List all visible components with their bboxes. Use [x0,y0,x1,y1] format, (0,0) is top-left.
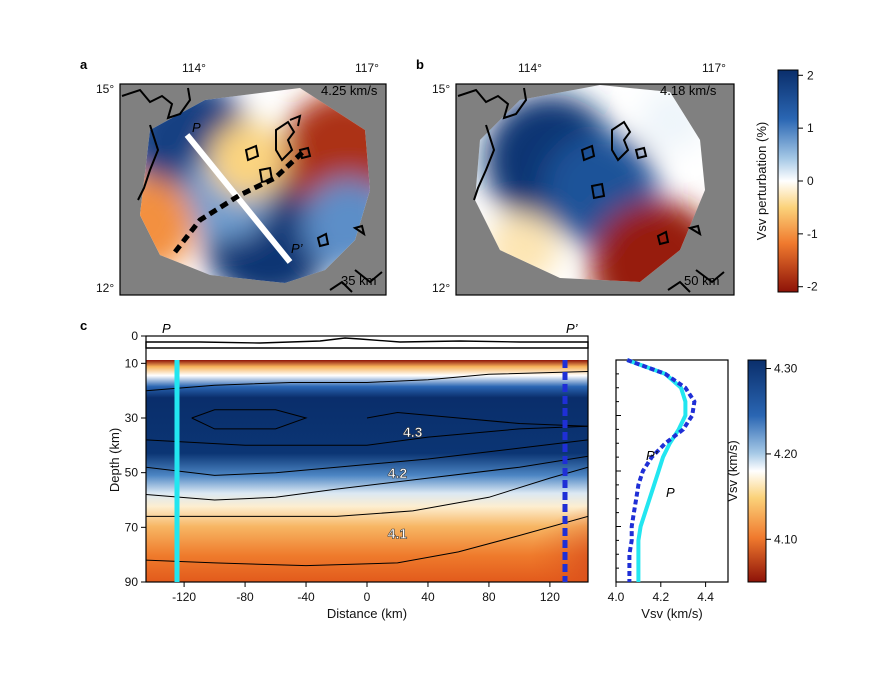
section-ytick-label: 90 [125,575,139,589]
topography-profile [145,337,589,349]
map-b-lon-tick-114: 114° [518,61,542,75]
map-a-lat-tick-15: 15° [96,82,114,96]
colorbar-perturbation-label: Vsv perturbation (%) [754,122,769,241]
map-b-lat-tick-15: 15° [432,82,450,96]
panel-c: c P P’ 4.3 4.2 4.1 -120 -80 -40 0 40 80 120 0 10 30… [80,318,589,621]
colorbar-vsv-gradient [747,359,767,583]
section-contour-line [146,371,588,392]
colorbar-perturbation: 2 1 0 -1 -2 Vsv perturbation (%) [754,68,818,293]
section-xtick-label: -80 [236,590,254,604]
section-contour-line [366,411,588,427]
profile-start-label: P [192,120,201,135]
profile-curve-label-p: P [666,485,675,500]
map-b-depth-label: 50 km [684,273,719,288]
section-contour-line [146,455,588,501]
colorbar-vsv-tick-label: 4.20 [774,447,798,461]
profile-xtick-label: 4.2 [652,590,669,604]
map-b-lon-tick-117: 117° [702,61,726,75]
section-ytick-label: 0 [131,329,138,343]
section-xlabel: Distance (km) [327,606,407,621]
contour-label-4-3: 4.3 [403,424,423,440]
colorbar-vsv-tick-label: 4.10 [774,532,798,546]
section-xtick-label: 0 [364,590,371,604]
profile-curve-p-prime [626,358,697,582]
section-xtick-label: 120 [540,590,560,604]
section-ytick-label: 30 [125,411,139,425]
colorbar-vsv: 4.30 4.20 4.10 Vsv (km/s) [725,359,798,583]
section-right-label: P’ [566,321,579,336]
contour-label-4-2: 4.2 [388,465,408,481]
section-ytick-label: 70 [125,520,139,534]
section-xtick-label: -120 [172,590,196,604]
section-velocity-field [146,360,588,582]
section-contour-line [191,409,308,430]
colorbar-perturbation-tick-label: 1 [807,121,814,135]
map-a-velocity-label: 4.25 km/s [321,83,378,98]
map-b-lat-tick-12: 12° [432,281,450,295]
profile-curve-p [626,358,688,582]
profile-xtick-label: 4.4 [697,590,714,604]
colorbar-perturbation-tick-label: -1 [807,227,818,241]
map-a-anomaly [302,178,370,271]
map-b-velocity-label: 4.18 km/s [660,83,717,98]
colorbar-perturbation-tick-label: -2 [807,280,818,294]
contour-label-4-1: 4.1 [388,525,408,541]
panel-a-letter: a [80,57,88,72]
section-ylabel: Depth (km) [107,428,122,492]
section-xtick-label: 80 [482,590,496,604]
map-a-anomaly [281,91,370,217]
section-xtick-label: -40 [297,590,315,604]
profile-frame [615,359,729,583]
section-contour-line [146,425,588,446]
section-contour-line [146,466,588,517]
section-contour-line [146,515,588,567]
colorbar-vsv-label: Vsv (km/s) [725,440,740,501]
panel-a: a 114° 117° 15° 12° P P’ 4.25 km/s 35 km [80,57,387,296]
section-left-label: P [162,321,171,336]
map-a-lon-tick-114: 114° [182,61,206,75]
profile-curve-label-p-prime: P’ [646,448,659,463]
panel-b-letter: b [416,57,424,72]
colorbar-perturbation-gradient [777,69,799,293]
section-contour-line [146,439,588,476]
profile-panel: 4.0 4.2 4.4 P’ P Vsv (km/s) [608,358,729,621]
map-a-lat-tick-12: 12° [96,281,114,295]
map-b-coastlines [457,87,725,293]
trench-dashed-line [173,148,307,254]
map-a-depth-label: 35 km [341,273,376,288]
profile-end-label: P’ [291,241,304,256]
map-a-anomaly [140,176,195,273]
profile-xtick-label: 4.0 [608,590,625,604]
section-ytick-label: 10 [125,356,139,370]
section-xtick-label: 40 [421,590,435,604]
map-a-lon-tick-117: 117° [355,61,379,75]
profile-xlabel: Vsv (km/s) [641,606,702,621]
colorbar-perturbation-tick-label: 0 [807,174,814,188]
colorbar-vsv-tick-label: 4.30 [774,362,798,376]
section-ytick-label: 50 [125,466,139,480]
colorbar-perturbation-tick-label: 2 [807,68,814,82]
panel-c-letter: c [80,318,87,333]
panel-b: b 114° 117° 15° 12° 4.18 km/s 50 km [416,57,735,296]
